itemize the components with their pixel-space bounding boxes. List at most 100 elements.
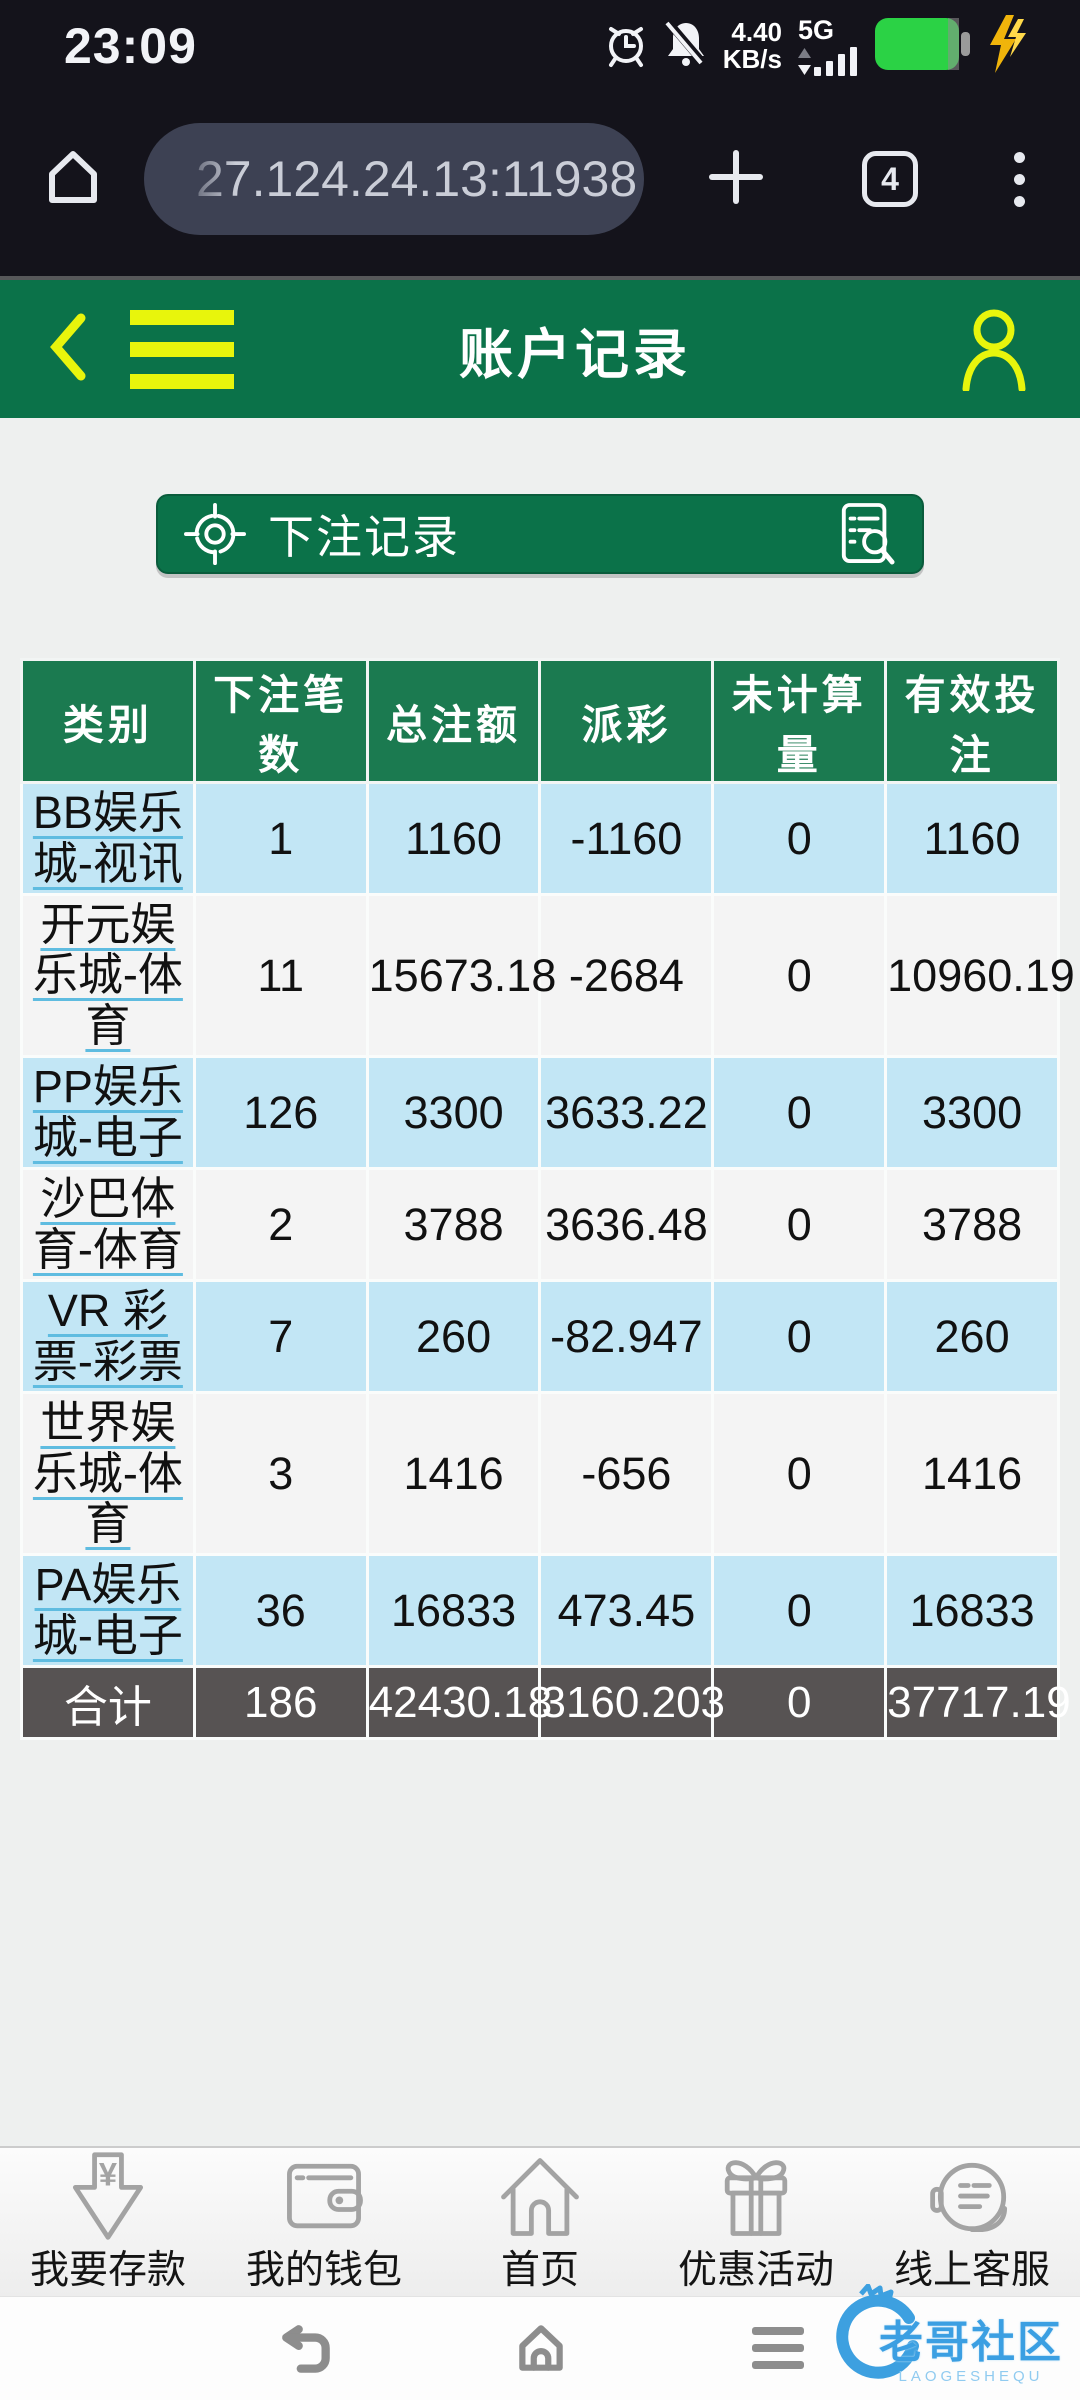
signal-cluster: 5G [798,14,858,76]
col-header-bet-count: 下注笔数 [192,658,369,784]
total-uncalculated: 0 [711,1665,888,1741]
site-footer-nav: ¥ 我要存款 我的钱包 首页 优惠活动 线上客服 [0,2146,1080,2296]
new-tab-button[interactable] [706,147,766,212]
total-count: 186 [192,1665,369,1741]
col-header-payout: 派彩 [538,658,715,784]
valid-bet-cell: 260 [884,1279,1060,1395]
table-row: PA娱乐城-电子 36 16833 473.45 0 16833 [20,1553,1060,1669]
customer-service-icon [930,2162,1008,2233]
watermark-subtitle: LAOGESHEQU [898,2368,1044,2385]
app-header: 账户记录 [0,276,1080,418]
uncalculated-cell: 0 [711,781,888,896]
alarm-icon [603,20,649,73]
svg-text:¥: ¥ [99,2155,117,2192]
payout-cell: 473.45 [538,1553,715,1669]
category-link[interactable]: 开元娱乐城-体育 [32,899,183,1051]
bet-summary-table: 类别 下注笔数 总注额 派彩 未计算量 有效投注 BB娱乐城-视讯 1 1160… [20,658,1075,1741]
category-link[interactable]: PA娱乐城-电子 [32,1559,183,1661]
signal-bars-icon [814,46,857,76]
nav-promotions[interactable]: 优惠活动 [656,2149,856,2295]
payout-cell: -1160 [538,781,715,896]
tab-switcher-button[interactable]: 4 [862,151,918,207]
target-icon [184,503,246,565]
col-header-uncalculated: 未计算量 [711,658,888,784]
address-bar[interactable]: 27.124.24.13:11938 [144,123,644,235]
table-body: BB娱乐城-视讯 1 1160 -1160 0 1160 开元娱乐城-体育 11… [20,781,1075,1669]
nav-customer-service[interactable]: 线上客服 [872,2149,1072,2295]
table-row: 沙巴体育-体育 2 3788 3636.48 0 3788 [20,1167,1060,1283]
clock-time: 23:09 [64,18,197,74]
total-bet-cell: 16833 [365,1553,542,1669]
nav-wallet[interactable]: 我的钱包 [224,2149,424,2295]
uncalculated-cell: 0 [711,1055,888,1171]
wallet-icon [287,2163,363,2229]
banner-title: 下注记录 [268,511,460,563]
table-row: BB娱乐城-视讯 1 1160 -1160 0 1160 [20,781,1060,896]
payout-cell: 3636.48 [538,1167,715,1283]
android-home-button[interactable] [512,2319,570,2382]
bet-count-cell: 3 [192,1391,369,1557]
total-valid: 37717.19 [884,1665,1071,1741]
valid-bet-cell: 3788 [884,1167,1060,1283]
menu-icon[interactable] [130,309,234,389]
nav-home[interactable]: 首页 [440,2149,640,2295]
uncalculated-cell: 0 [711,1279,888,1395]
valid-bet-cell: 1160 [884,781,1060,896]
category-link[interactable]: PP娱乐城-电子 [32,1061,183,1163]
home-icon [501,2158,579,2236]
nav-label: 优惠活动 [677,2249,834,2292]
uncalculated-cell: 0 [711,1553,888,1669]
android-menu-button[interactable] [752,2327,804,2369]
valid-bet-cell: 16833 [884,1553,1060,1669]
table-row: 开元娱乐城-体育 11 15673.18 -2684 0 10960.19 [20,892,1075,1059]
nav-label: 线上客服 [893,2249,1050,2292]
network-speed: 4.40 KB/s [722,16,782,74]
profile-icon[interactable] [956,303,1032,396]
browser-toolbar: 27.124.24.13:11938 4 [0,92,1080,276]
total-bet-cell: 1416 [365,1391,542,1557]
notifications-muted-icon [665,20,707,73]
valid-bet-cell: 3300 [884,1055,1060,1171]
status-icons: 4.40 KB/s 5G [603,14,1028,78]
payout-cell: 3633.22 [538,1055,715,1171]
watermark: 老哥社区 LAOGESHEQU [827,2284,1072,2394]
total-label: 合计 [20,1665,196,1741]
table-row: VR 彩票-彩票 7 260 -82.947 0 260 [20,1279,1060,1395]
watermark-title: 老哥社区 [879,2318,1063,2367]
android-back-button[interactable] [278,2321,336,2384]
nav-deposit[interactable]: ¥ 我要存款 [8,2149,208,2295]
bet-count-cell: 7 [192,1279,369,1395]
browser-home-button[interactable] [42,146,104,213]
payout-cell: -82.947 [538,1279,715,1395]
valid-bet-cell: 1416 [884,1391,1060,1557]
bet-count-cell: 36 [192,1553,369,1669]
uncalculated-cell: 0 [711,892,888,1059]
nav-label: 我的钱包 [245,2249,402,2292]
gift-icon [724,2160,788,2236]
total-row: 合计 186 42430.18 3160.203 0 37717.19 [20,1665,1071,1741]
search-records-icon[interactable] [838,501,896,567]
category-link[interactable]: 世界娱乐城-体育 [32,1397,183,1549]
url-text[interactable]: 27.124.24.13:11938 [196,151,638,207]
total-payout: 3160.203 [538,1665,725,1741]
charging-bolt-icon [988,14,1028,78]
table-row: 世界娱乐城-体育 3 1416 -656 0 1416 [20,1391,1060,1557]
col-header-category: 类别 [20,658,196,784]
deposit-arrow-icon: ¥ [72,2152,144,2240]
col-header-valid-bet: 有效投注 [884,658,1060,784]
bet-count-cell: 126 [192,1055,369,1171]
updown-arrows-icon [798,47,811,75]
table-header: 类别 下注笔数 总注额 派彩 未计算量 有效投注 [20,658,1060,784]
back-icon[interactable] [48,312,88,387]
browser-menu-button[interactable] [1014,151,1025,207]
bet-records-banner[interactable]: 下注记录 [156,494,924,574]
payout-cell: -2684 [538,892,715,1059]
nav-label: 我要存款 [29,2249,186,2292]
category-link[interactable]: VR 彩票-彩票 [32,1285,183,1387]
category-link[interactable]: 沙巴体育-体育 [32,1173,183,1275]
col-header-total-bet: 总注额 [365,658,542,784]
tab-count: 4 [881,160,899,197]
category-link[interactable]: BB娱乐城-视讯 [32,787,183,889]
network-type-label: 5G [798,14,835,45]
